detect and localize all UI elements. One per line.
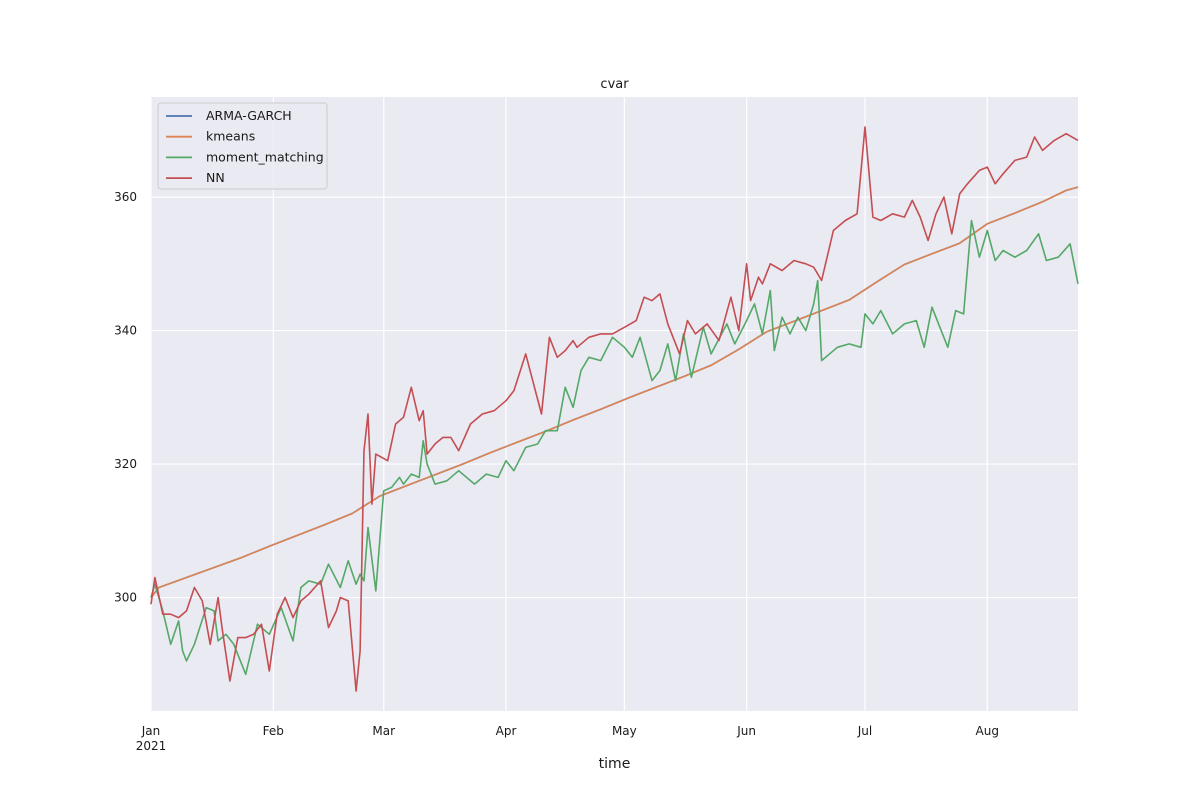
legend-entry-label: kmeans [206, 129, 255, 144]
x-tick-sublabel: 2021 [136, 739, 167, 753]
legend-entry-label: NN [206, 170, 225, 185]
chart-title: cvar [600, 77, 629, 92]
x-tick-label: Jul [857, 724, 872, 738]
y-tick-label: 300 [114, 591, 137, 605]
y-tick-label: 360 [114, 190, 137, 204]
legend-entry-label: ARMA-GARCH [206, 108, 292, 123]
x-tick-label: Feb [263, 724, 284, 738]
grid-lines [150, 97, 1078, 711]
y-tick-label: 340 [114, 324, 137, 338]
x-tick-label: Jan [141, 724, 161, 738]
x-tick-label: Jun [736, 724, 756, 738]
series-line-nn [150, 126, 1079, 692]
legend: ARMA-GARCH kmeans moment_matching NN [157, 102, 328, 190]
x-tick-label: Aug [976, 724, 999, 738]
x-tick-label: Apr [496, 724, 517, 738]
x-axis-label: time [599, 756, 631, 772]
series-line-kmeans [150, 186, 1079, 598]
y-tick-label: 320 [114, 457, 137, 471]
legend-entry-label: moment_matching [206, 149, 324, 164]
series-lines [150, 126, 1079, 692]
x-tick-label: Mar [372, 724, 395, 738]
legend-frame [157, 102, 328, 190]
y-axis-ticks: 300 320 340 360 [114, 190, 137, 604]
x-tick-label: May [612, 724, 637, 738]
